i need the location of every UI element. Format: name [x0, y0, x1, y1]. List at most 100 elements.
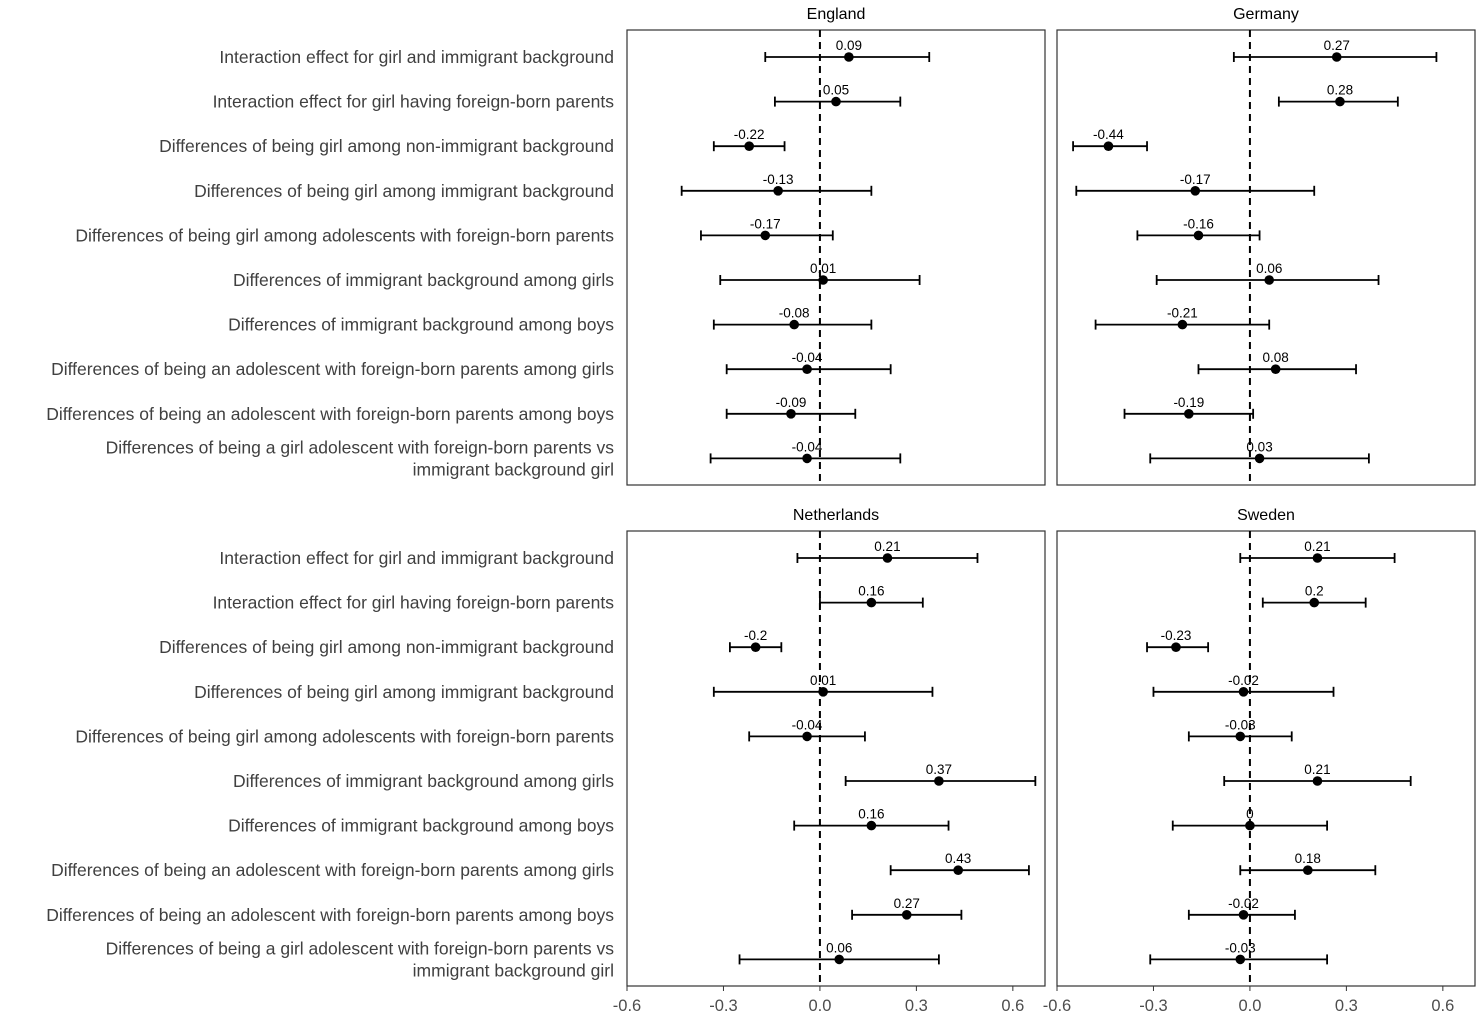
data-label: -0.04	[792, 350, 823, 365]
panel-title: Sweden	[1237, 507, 1295, 524]
data-label: -0.04	[792, 439, 823, 454]
estimate-point	[1331, 52, 1342, 62]
panel-border	[1056, 29, 1476, 486]
category-label: Differences of being girl among adolesce…	[75, 726, 614, 746]
category-label: Differences of being a girl adolescent w…	[106, 437, 615, 457]
data-label: 0.18	[1295, 851, 1321, 866]
category-label: Differences of being girl among adolesce…	[75, 225, 614, 245]
category-label: Differences of immigrant background amon…	[228, 816, 614, 836]
category-label: Differences of immigrant background amon…	[228, 315, 614, 335]
category-label: Interaction effect for girl having forei…	[213, 92, 615, 112]
data-label: 0	[1246, 807, 1254, 822]
estimate-point	[1335, 96, 1345, 107]
estimate-point	[1254, 453, 1265, 464]
estimate-point	[1312, 776, 1323, 786]
data-label: 0.09	[836, 38, 862, 53]
data-label: -0.08	[779, 306, 810, 321]
estimate-point	[1103, 141, 1114, 151]
panel-title: England	[807, 6, 866, 23]
estimate-point	[786, 409, 796, 419]
x-tick-label: 0.0	[808, 997, 831, 1015]
estimate-point	[866, 597, 877, 608]
estimate-point	[1238, 910, 1249, 920]
category-label: Differences of being girl among immigran…	[194, 682, 614, 702]
estimate-point	[760, 230, 771, 241]
estimate-point	[1190, 186, 1201, 196]
estimate-point	[1238, 687, 1249, 697]
x-tick-label: -0.6	[1043, 997, 1071, 1015]
data-label: -0.09	[776, 395, 807, 410]
data-label: 0.21	[874, 539, 900, 554]
data-label: -0.03	[1225, 717, 1256, 732]
data-label: -0.03	[1225, 940, 1256, 955]
data-label: -0.02	[1228, 673, 1259, 688]
data-label: -0.16	[1183, 216, 1214, 231]
estimate-point	[750, 642, 761, 652]
estimate-point	[773, 186, 783, 196]
estimate-point	[844, 52, 854, 62]
x-tick-label: 0.0	[1238, 997, 1261, 1015]
data-label: -0.02	[1228, 896, 1259, 911]
estimate-point	[818, 275, 828, 285]
estimate-point	[1264, 275, 1275, 285]
data-label: -0.13	[763, 172, 794, 187]
data-label: 0.16	[858, 584, 884, 599]
panel-border	[626, 530, 1046, 987]
category-label: Differences of being girl among non-immi…	[159, 136, 614, 156]
panel-title: Netherlands	[793, 507, 879, 524]
data-label: 0.37	[926, 762, 952, 777]
estimate-point	[934, 776, 944, 786]
data-label: 0.01	[810, 673, 836, 688]
category-label: Interaction effect for girl and immigran…	[219, 548, 614, 568]
estimate-point	[1303, 865, 1313, 875]
data-label: -0.23	[1161, 628, 1192, 643]
estimate-point	[1270, 364, 1281, 375]
category-label: Differences of immigrant background amon…	[233, 771, 614, 791]
estimate-point	[818, 687, 828, 697]
estimate-point	[1193, 230, 1204, 241]
x-tick-label: 0.6	[1001, 997, 1024, 1015]
estimate-point	[744, 141, 754, 151]
data-label: 0.21	[1304, 539, 1330, 554]
data-label: -0.04	[792, 717, 823, 732]
category-label: Differences of being an adolescent with …	[51, 860, 614, 880]
data-label: 0.06	[826, 940, 852, 955]
x-tick-label: -0.6	[613, 997, 641, 1015]
data-label: 0.28	[1327, 83, 1353, 98]
panel-border	[1056, 530, 1476, 987]
panel-border	[626, 29, 1046, 486]
estimate-point	[802, 731, 812, 742]
data-label: -0.2	[744, 628, 767, 643]
category-label: immigrant background girl	[413, 459, 614, 479]
estimate-point	[866, 820, 877, 831]
estimate-point	[1312, 553, 1323, 563]
x-tick-label: -0.3	[1139, 997, 1167, 1015]
estimate-point	[1235, 954, 1246, 965]
estimate-point	[882, 553, 893, 563]
category-label: Differences of being girl among non-immi…	[159, 637, 614, 657]
estimate-point	[802, 364, 812, 375]
data-label: 0.43	[945, 851, 971, 866]
x-tick-label: -0.3	[709, 997, 737, 1015]
data-label: 0.21	[1304, 762, 1330, 777]
data-label: -0.21	[1167, 306, 1198, 321]
x-tick-label: 0.3	[905, 997, 928, 1015]
estimate-point	[789, 319, 799, 330]
data-label: 0.01	[810, 261, 836, 276]
category-label: Differences of immigrant background amon…	[233, 270, 614, 290]
category-label: Differences of being an adolescent with …	[46, 404, 614, 424]
category-label: Interaction effect for girl having forei…	[213, 593, 615, 613]
data-label: 0.05	[823, 83, 849, 98]
estimate-point	[1245, 820, 1255, 831]
estimate-point	[831, 96, 841, 107]
data-label: -0.22	[734, 127, 765, 142]
data-label: 0.06	[1256, 261, 1282, 276]
category-label: immigrant background girl	[413, 960, 614, 980]
x-tick-label: 0.6	[1431, 997, 1454, 1015]
data-label: -0.44	[1093, 127, 1124, 142]
x-tick-label: 0.3	[1335, 997, 1358, 1015]
data-label: -0.19	[1173, 395, 1204, 410]
estimate-point	[802, 453, 812, 464]
